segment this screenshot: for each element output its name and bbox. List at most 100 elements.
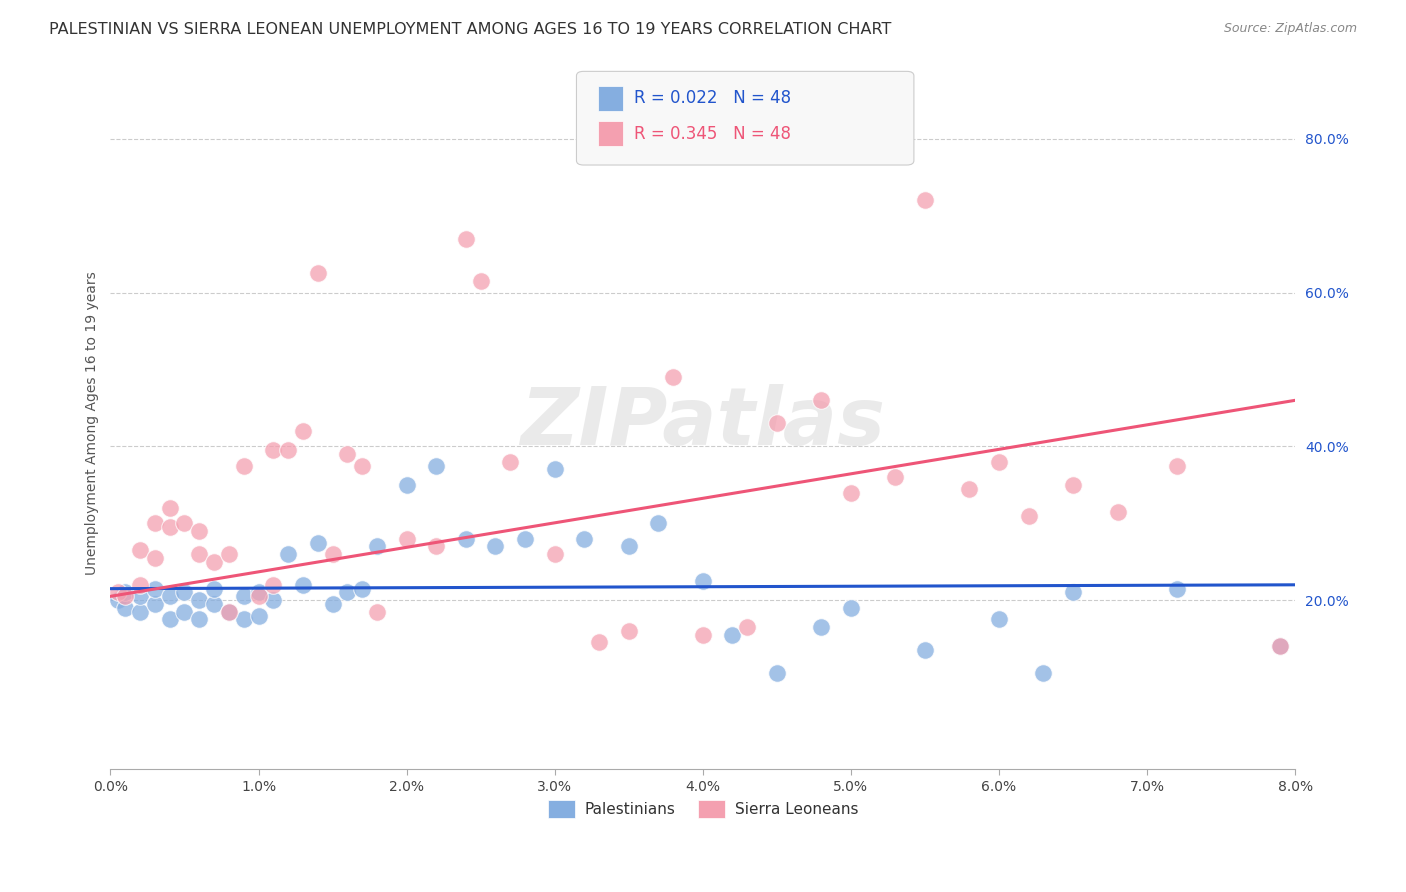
Point — [188, 547, 211, 561]
Point — [425, 540, 447, 554]
Point — [173, 605, 195, 619]
Point — [277, 547, 299, 561]
Text: PALESTINIAN VS SIERRA LEONEAN UNEMPLOYMENT AMONG AGES 16 TO 19 YEARS CORRELATION: PALESTINIAN VS SIERRA LEONEAN UNEMPLOYME… — [49, 22, 891, 37]
Point — [617, 624, 640, 638]
Text: R = 0.022   N = 48: R = 0.022 N = 48 — [634, 89, 792, 107]
Point — [810, 393, 832, 408]
Point — [957, 482, 980, 496]
Point — [470, 274, 492, 288]
Point — [839, 600, 862, 615]
Point — [1270, 640, 1292, 654]
Point — [232, 458, 254, 473]
Point — [839, 485, 862, 500]
Y-axis label: Unemployment Among Ages 16 to 19 years: Unemployment Among Ages 16 to 19 years — [86, 271, 100, 575]
Point — [114, 590, 136, 604]
Point — [247, 608, 270, 623]
Point — [202, 597, 225, 611]
Point — [218, 547, 240, 561]
Point — [647, 516, 669, 531]
Point — [173, 516, 195, 531]
Point — [218, 605, 240, 619]
Point — [129, 578, 152, 592]
Text: Source: ZipAtlas.com: Source: ZipAtlas.com — [1223, 22, 1357, 36]
Point — [1270, 640, 1292, 654]
Point — [884, 470, 907, 484]
Point — [173, 585, 195, 599]
Legend: Palestinians, Sierra Leoneans: Palestinians, Sierra Leoneans — [541, 794, 865, 824]
Point — [232, 612, 254, 626]
Point — [1032, 666, 1054, 681]
Point — [1166, 582, 1188, 596]
Point — [129, 605, 152, 619]
Point — [262, 443, 284, 458]
Point — [307, 267, 329, 281]
Point — [425, 458, 447, 473]
Point — [129, 590, 152, 604]
Point — [766, 666, 789, 681]
Point — [262, 578, 284, 592]
Point — [129, 543, 152, 558]
Point — [188, 593, 211, 607]
Point — [544, 547, 567, 561]
Point — [143, 597, 166, 611]
Point — [914, 194, 936, 208]
Point — [262, 593, 284, 607]
Point — [218, 605, 240, 619]
Point — [588, 635, 610, 649]
Point — [336, 585, 359, 599]
Text: R = 0.345   N = 48: R = 0.345 N = 48 — [634, 125, 792, 143]
Point — [366, 605, 388, 619]
Point — [352, 458, 374, 473]
Point — [617, 540, 640, 554]
Point — [1062, 585, 1084, 599]
Point — [291, 578, 314, 592]
Point — [114, 600, 136, 615]
Point — [143, 550, 166, 565]
Point — [107, 593, 129, 607]
Point — [352, 582, 374, 596]
Point — [914, 643, 936, 657]
Point — [277, 443, 299, 458]
Point — [159, 612, 181, 626]
Point — [988, 455, 1011, 469]
Point — [721, 628, 744, 642]
Point — [159, 520, 181, 534]
Point — [322, 597, 344, 611]
Point — [395, 532, 418, 546]
Point — [114, 585, 136, 599]
Point — [159, 590, 181, 604]
Point — [159, 500, 181, 515]
Point — [454, 532, 477, 546]
Point — [499, 455, 522, 469]
Point — [202, 582, 225, 596]
Point — [574, 532, 596, 546]
Point — [988, 612, 1011, 626]
Point — [484, 540, 506, 554]
Point — [1166, 458, 1188, 473]
Point — [336, 447, 359, 461]
Point — [1062, 478, 1084, 492]
Point — [366, 540, 388, 554]
Point — [692, 574, 714, 588]
Point — [143, 582, 166, 596]
Point — [810, 620, 832, 634]
Point — [291, 424, 314, 438]
Point — [107, 585, 129, 599]
Point — [662, 370, 685, 384]
Point — [247, 585, 270, 599]
Text: ZIPatlas: ZIPatlas — [520, 384, 886, 462]
Point — [513, 532, 536, 546]
Point — [395, 478, 418, 492]
Point — [307, 535, 329, 549]
Point — [544, 462, 567, 476]
Point — [143, 516, 166, 531]
Point — [188, 524, 211, 538]
Point — [202, 555, 225, 569]
Point — [188, 612, 211, 626]
Point — [692, 628, 714, 642]
Point — [766, 417, 789, 431]
Point — [322, 547, 344, 561]
Point — [454, 232, 477, 246]
Point — [735, 620, 758, 634]
Point — [1018, 508, 1040, 523]
